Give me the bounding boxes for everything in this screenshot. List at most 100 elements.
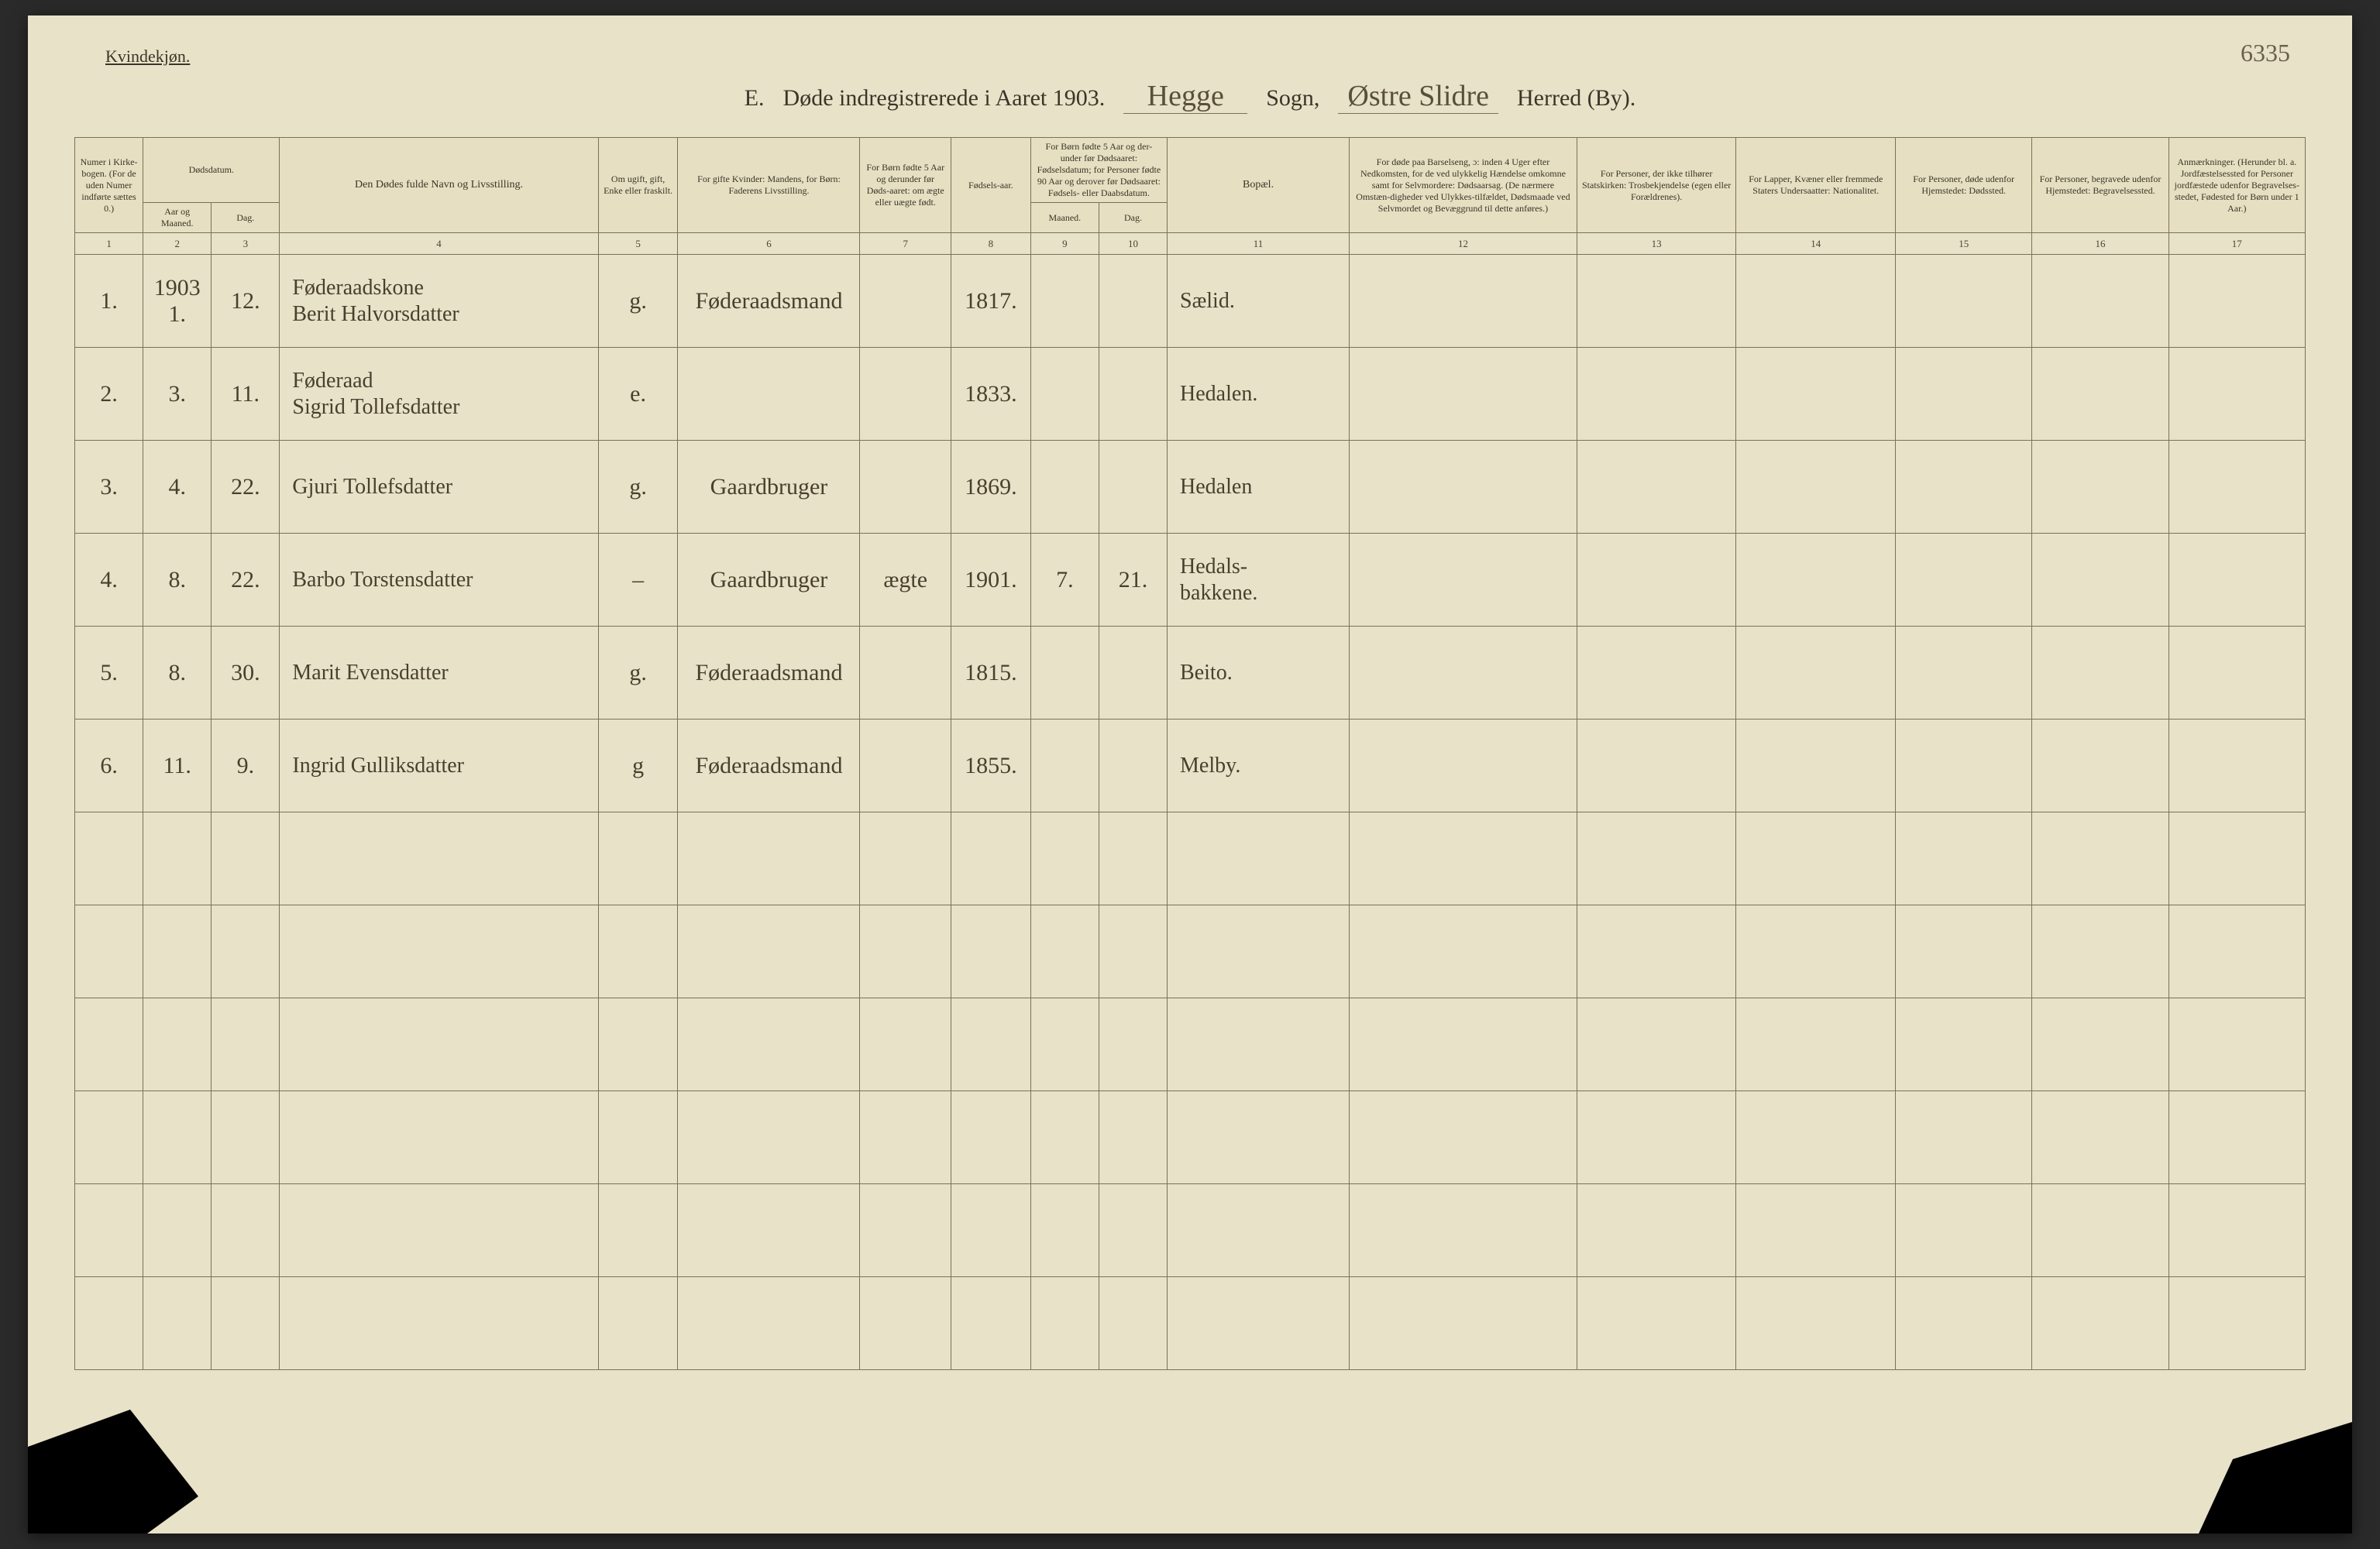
- empty-cell: [1350, 1184, 1577, 1277]
- empty-row: [75, 1277, 2306, 1370]
- empty-cell: [678, 998, 860, 1091]
- cell-day: 30.: [212, 627, 280, 720]
- empty-cell: [1577, 1184, 1736, 1277]
- empty-cell: [280, 812, 598, 905]
- cell-status: g.: [598, 627, 678, 720]
- empty-cell: [2032, 905, 2168, 998]
- column-number: 14: [1736, 233, 1896, 255]
- empty-cell: [212, 812, 280, 905]
- empty-cell: [2168, 905, 2305, 998]
- empty-cell: [280, 1091, 598, 1184]
- cell-notes: [2168, 627, 2305, 720]
- table-row: 6.11.9.Ingrid GulliksdattergFøderaadsman…: [75, 720, 2306, 812]
- empty-cell: [1168, 905, 1350, 998]
- empty-cell: [75, 905, 143, 998]
- cell-residence: Beito.: [1168, 627, 1350, 720]
- cell-name: Føderaadskone Berit Halvorsdatter: [280, 255, 598, 348]
- empty-cell: [1168, 812, 1350, 905]
- cell-faith: [1577, 348, 1736, 441]
- cell-burialplace: [2032, 534, 2168, 627]
- cell-burialplace: [2032, 255, 2168, 348]
- cell-num: 5.: [75, 627, 143, 720]
- hdr-cause: For døde paa Barselseng, ɔ: inden 4 Uger…: [1350, 138, 1577, 233]
- column-number: 3: [212, 233, 280, 255]
- empty-cell: [2168, 1091, 2305, 1184]
- cell-notes: [2168, 534, 2305, 627]
- empty-cell: [1168, 1277, 1350, 1370]
- hdr-occupation: For gifte Kvinder: Mandens, for Børn: Fa…: [678, 138, 860, 233]
- cell-occupation: Gaardbruger: [678, 534, 860, 627]
- cell-num: 1.: [75, 255, 143, 348]
- column-number: 8: [951, 233, 1030, 255]
- hdr-faith: For Personer, der ikke tilhører Statskir…: [1577, 138, 1736, 233]
- cell-deathplace: [1896, 348, 2032, 441]
- cell-nationality: [1736, 627, 1896, 720]
- empty-cell: [212, 905, 280, 998]
- empty-row: [75, 1091, 2306, 1184]
- empty-cell: [1168, 1184, 1350, 1277]
- cell-status: g.: [598, 441, 678, 534]
- empty-cell: [75, 1091, 143, 1184]
- empty-cell: [143, 812, 212, 905]
- column-number: 7: [860, 233, 951, 255]
- cell-cause: [1350, 720, 1577, 812]
- hdr-nationality: For Lapper, Kvæner eller fremmede Stater…: [1736, 138, 1896, 233]
- cell-birthyear: 1869.: [951, 441, 1030, 534]
- empty-cell: [2032, 812, 2168, 905]
- empty-cell: [75, 1277, 143, 1370]
- empty-row: [75, 905, 2306, 998]
- empty-cell: [678, 905, 860, 998]
- empty-cell: [1099, 812, 1167, 905]
- empty-cell: [598, 1277, 678, 1370]
- hdr-month: Aar og Maaned.: [143, 203, 212, 233]
- table-row: 4.8.22.Barbo Torstensdatter–Gaardbrugeræ…: [75, 534, 2306, 627]
- cell-faith: [1577, 255, 1736, 348]
- empty-cell: [1736, 1277, 1896, 1370]
- title-main: Døde indregistrerede i Aaret 1903.: [783, 85, 1106, 112]
- cell-nationality: [1736, 441, 1896, 534]
- hdr-birthyear: Fødsels-aar.: [951, 138, 1030, 233]
- hdr-day: Dag.: [212, 203, 280, 233]
- cell-day: 22.: [212, 534, 280, 627]
- empty-cell: [1099, 1277, 1167, 1370]
- empty-cell: [951, 1277, 1030, 1370]
- cell-day: 9.: [212, 720, 280, 812]
- hdr-birthdate: For Børn fødte 5 Aar og der-under før Dø…: [1030, 138, 1167, 203]
- empty-cell: [1577, 812, 1736, 905]
- empty-cell: [2168, 812, 2305, 905]
- cell-burialplace: [2032, 627, 2168, 720]
- empty-cell: [143, 1184, 212, 1277]
- table-row: 3.4.22.Gjuri Tollefsdatterg.Gaardbruger1…: [75, 441, 2306, 534]
- hdr-deathdate: Dødsdatum.: [143, 138, 280, 203]
- empty-cell: [951, 905, 1030, 998]
- table-header: Numer i Kirke-bogen. (For de uden Numer …: [75, 138, 2306, 233]
- page-number: 6335: [2241, 39, 2290, 67]
- empty-row: [75, 812, 2306, 905]
- column-number: 2: [143, 233, 212, 255]
- empty-cell: [1736, 1091, 1896, 1184]
- cell-notes: [2168, 348, 2305, 441]
- cell-bmonth: [1030, 348, 1099, 441]
- cell-faith: [1577, 441, 1736, 534]
- cell-birthyear: 1901.: [951, 534, 1030, 627]
- cell-residence: Sælid.: [1168, 255, 1350, 348]
- cell-deathplace: [1896, 255, 2032, 348]
- empty-cell: [2032, 1091, 2168, 1184]
- empty-cell: [1030, 998, 1099, 1091]
- cell-num: 4.: [75, 534, 143, 627]
- empty-cell: [598, 998, 678, 1091]
- cell-faith: [1577, 720, 1736, 812]
- empty-cell: [598, 905, 678, 998]
- empty-cell: [1577, 1277, 1736, 1370]
- title-row: E. Døde indregistrerede i Aaret 1903. He…: [74, 79, 2306, 114]
- empty-cell: [1736, 812, 1896, 905]
- cell-birthyear: 1833.: [951, 348, 1030, 441]
- cell-burialplace: [2032, 441, 2168, 534]
- cell-nationality: [1736, 534, 1896, 627]
- column-number: 5: [598, 233, 678, 255]
- cell-residence: Hedals- bakkene.: [1168, 534, 1350, 627]
- empty-row: [75, 998, 2306, 1091]
- cell-cause: [1350, 441, 1577, 534]
- cell-cause: [1350, 627, 1577, 720]
- hdr-notes: Anmærkninger. (Herunder bl. a. Jordfæste…: [2168, 138, 2305, 233]
